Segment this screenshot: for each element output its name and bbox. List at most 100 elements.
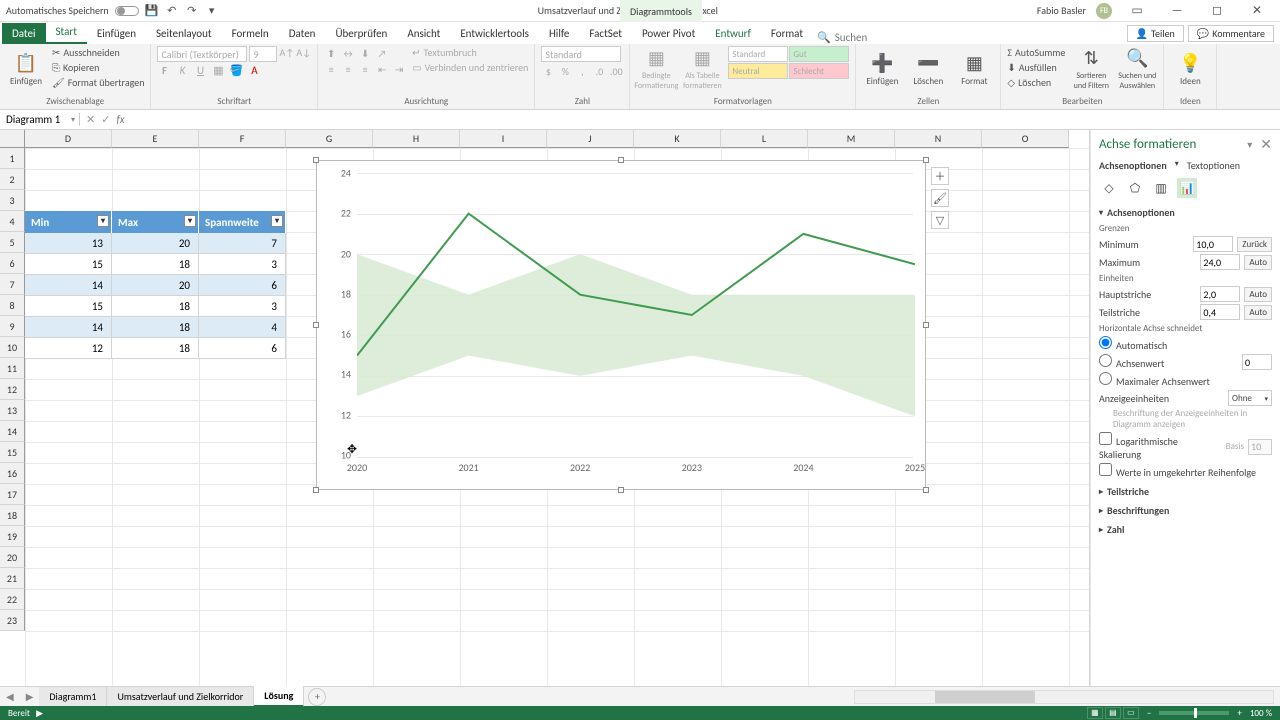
tab-factset[interactable]: FactSet [579, 23, 632, 44]
currency-icon[interactable]: $ [541, 64, 555, 78]
row-header[interactable]: 23 [0, 610, 25, 631]
row-header[interactable]: 8 [0, 295, 25, 316]
comma-icon[interactable]: , [575, 64, 589, 78]
autosave-toggle[interactable] [115, 6, 139, 16]
row-header[interactable]: 7 [0, 274, 25, 295]
table-row[interactable]: 15183 [25, 254, 286, 275]
anzeige-combo[interactable]: Ohne▾ [1228, 390, 1272, 406]
auto-max-button[interactable]: Auto [1244, 255, 1272, 270]
row-header[interactable]: 11 [0, 358, 25, 379]
size-props-icon[interactable]: ▥ [1151, 178, 1171, 198]
tab-entwurf[interactable]: Entwurf [705, 23, 761, 44]
sheet-tab-umsatz[interactable]: Umsatzverlauf und Zielkorridor [107, 687, 254, 706]
add-sheet-button[interactable]: + [308, 688, 326, 706]
tab-formeln[interactable]: Formeln [222, 23, 279, 44]
table-header[interactable]: Min▾ [25, 211, 112, 233]
tab-seitenlayout[interactable]: Seitenlayout [146, 23, 222, 44]
conditional-formatting-button[interactable]: ▦Bedingte Formatierung [636, 46, 676, 92]
radio-automatisch[interactable]: Automatisch [1099, 336, 1272, 352]
autosum-button[interactable]: Σ AutoSumme [1007, 46, 1065, 59]
tab-start[interactable]: Start [46, 21, 87, 44]
row-header[interactable]: 2 [0, 169, 25, 190]
style-neutral[interactable]: Neutral [728, 63, 788, 79]
resize-handle[interactable] [618, 487, 624, 493]
underline-button[interactable]: U [193, 64, 207, 77]
decrease-decimal-icon[interactable]: .00 [609, 64, 623, 78]
paste-button[interactable]: 📋Einfügen [6, 46, 46, 92]
haupt-input[interactable] [1200, 286, 1240, 302]
column-header[interactable]: K [634, 130, 721, 148]
view-page-layout-icon[interactable]: ▤ [1105, 707, 1121, 719]
decrease-font-icon[interactable]: A↓ [296, 46, 311, 62]
align-center-icon[interactable]: ≡ [341, 62, 355, 76]
row-header[interactable]: 6 [0, 253, 25, 274]
achsenwert-input[interactable] [1242, 354, 1272, 370]
check-log[interactable]: Logarithmische Skalierung [1099, 432, 1222, 461]
plot-area[interactable] [357, 173, 913, 455]
column-header[interactable]: H [373, 130, 460, 148]
table-row[interactable]: 13207 [25, 233, 286, 254]
row-header[interactable]: 21 [0, 568, 25, 589]
chart-brush-icon[interactable]: 🖌 [931, 189, 949, 207]
tab-einfuegen[interactable]: Einfügen [87, 23, 146, 44]
zoom-level[interactable]: 100 % [1250, 708, 1272, 719]
format-painter-button[interactable]: 🖌 Format übertragen [52, 76, 144, 89]
clear-button[interactable]: ◇ Löschen [1007, 76, 1065, 89]
table-cell[interactable]: 18 [112, 317, 199, 338]
radio-achsenwert[interactable]: Achsenwert [1099, 354, 1238, 370]
indent-decrease-icon[interactable]: ⇤ [375, 62, 389, 76]
filter-dropdown-icon[interactable]: ▾ [271, 215, 283, 227]
chart-plus-icon[interactable]: ＋ [931, 167, 949, 185]
align-left-icon[interactable]: ≡ [324, 62, 338, 76]
resize-handle[interactable] [923, 157, 929, 163]
redo-icon[interactable]: ↷ [185, 4, 199, 18]
format-as-table-button[interactable]: ▦Als Tabelle formatieren [682, 46, 722, 92]
row-header[interactable]: 19 [0, 526, 25, 547]
chart-object[interactable]: ＋ 🖌 ▽ 1012141618202224 20202021202220232… [316, 160, 926, 490]
row-header[interactable]: 10 [0, 337, 25, 358]
ideas-button[interactable]: 💡Ideen [1170, 46, 1210, 92]
table-cell[interactable]: 6 [199, 275, 286, 296]
resize-handle[interactable] [923, 322, 929, 328]
zoom-in-icon[interactable]: + [1237, 708, 1241, 719]
column-header[interactable]: M [808, 130, 895, 148]
font-name-select[interactable]: Calibri (Textkörper) [157, 46, 247, 62]
font-size-select[interactable]: 9 [249, 46, 277, 62]
table-row[interactable]: 14206 [25, 275, 286, 296]
column-header[interactable]: J [547, 130, 634, 148]
table-cell[interactable]: 4 [199, 317, 286, 338]
scrollbar-thumb[interactable] [935, 691, 1035, 703]
wrap-text-button[interactable]: ↵ Textumbruch [412, 46, 528, 59]
macro-record-icon[interactable]: ▶ [36, 708, 43, 719]
table-cell[interactable]: 18 [112, 296, 199, 317]
chart-filter-icon[interactable]: ▽ [931, 211, 949, 229]
worksheet-area[interactable]: DEFGHIJKLMNO 123456789101112131415161718… [0, 130, 1090, 686]
column-header[interactable]: E [112, 130, 199, 148]
row-header[interactable]: 12 [0, 379, 25, 400]
resize-handle[interactable] [313, 487, 319, 493]
tab-datei[interactable]: Datei [2, 23, 46, 44]
tab-ueberpruefen[interactable]: Überprüfen [325, 23, 397, 44]
align-top-icon[interactable]: ⬆ [324, 46, 338, 60]
merge-button[interactable]: ▭ Verbinden und zentrieren [412, 61, 528, 74]
fx-icon[interactable]: fx [116, 113, 128, 126]
sheet-tab-loesung[interactable]: Lösung [254, 686, 304, 707]
ribbon-options-icon[interactable]: ▭ [1122, 3, 1152, 18]
tab-entwicklertools[interactable]: Entwicklertools [450, 23, 539, 44]
table-cell[interactable]: 20 [112, 275, 199, 296]
effects-icon[interactable]: ⬠ [1125, 178, 1145, 198]
sort-filter-button[interactable]: ⇅Sortieren und Filtern [1071, 46, 1111, 92]
table-row[interactable]: 12186 [25, 338, 286, 359]
table-row[interactable]: 14184 [25, 317, 286, 338]
column-header[interactable]: F [199, 130, 286, 148]
comments-button[interactable]: 💬 Kommentare [1188, 25, 1274, 42]
fill-line-icon[interactable]: ◇ [1099, 178, 1119, 198]
filter-dropdown-icon[interactable]: ▾ [97, 215, 109, 227]
section-teil-header[interactable]: Teilstriche [1099, 485, 1272, 498]
qat-more-icon[interactable]: ▾ [205, 4, 219, 18]
resize-handle[interactable] [313, 157, 319, 163]
auto-teil-button[interactable]: Auto [1244, 305, 1272, 320]
table-header[interactable]: Max▾ [112, 211, 199, 233]
table-cell[interactable]: 14 [25, 275, 112, 296]
indent-increase-icon[interactable]: ⇥ [392, 62, 406, 76]
